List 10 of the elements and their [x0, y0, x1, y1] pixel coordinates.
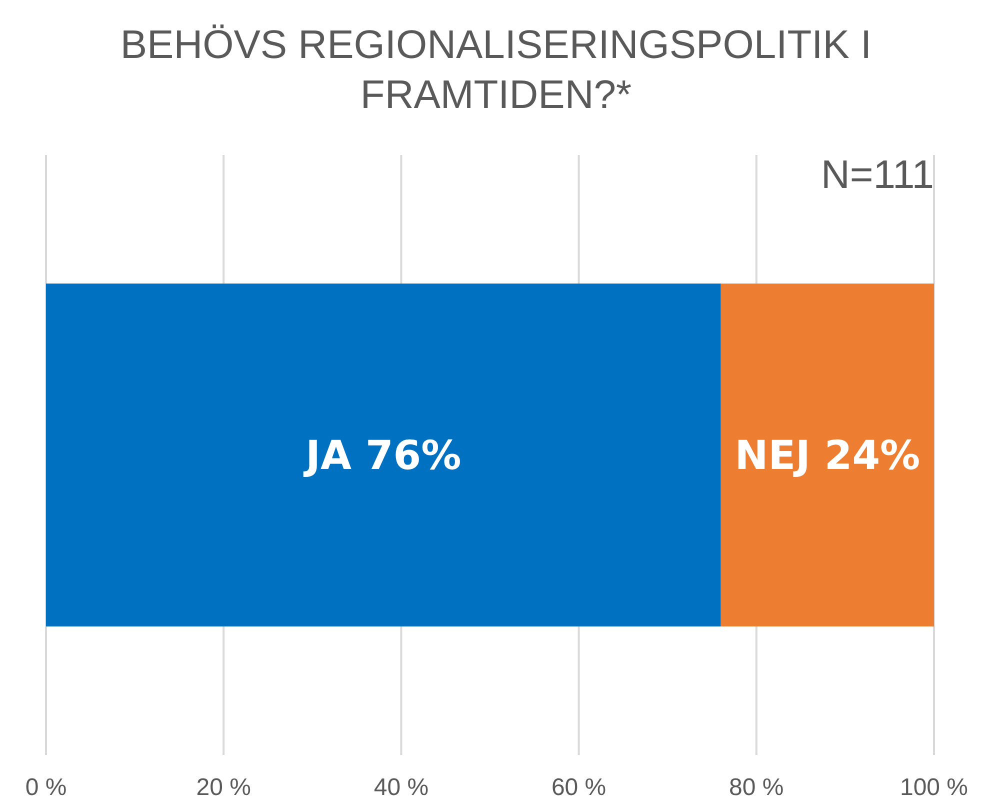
data-label: JA 76% [302, 433, 462, 479]
x-tick-label: 100 % [900, 774, 968, 801]
chart-title: BEHÖVS REGIONALISERINGSPOLITIK I FRAMTIDEN?* [120, 23, 872, 117]
annotation: N=111 [820, 153, 934, 197]
x-tick-label: 20 % [196, 774, 251, 801]
data-label: NEJ 24% [734, 433, 920, 479]
x-tick-label: 40 % [374, 774, 429, 801]
x-tick-label: 60 % [551, 774, 606, 801]
x-tick-label: 80 % [729, 774, 784, 801]
x-tick-label: 0 % [25, 774, 67, 801]
